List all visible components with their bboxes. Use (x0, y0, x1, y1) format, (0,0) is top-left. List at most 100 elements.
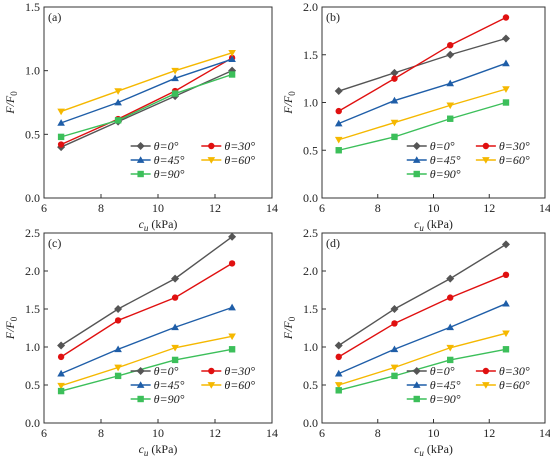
x-axis-label-unit: (kPa) (424, 217, 453, 231)
legend-marker-theta-45 (412, 381, 421, 388)
x-axis-label-sub: u (144, 223, 149, 233)
data-point-theta-45 (334, 369, 343, 377)
legend-label-theta-60: θ=60° (224, 378, 255, 392)
x-axis-label: cu (kPa) (139, 442, 178, 456)
data-point-theta-30 (228, 260, 236, 267)
data-point-theta-60 (446, 102, 455, 110)
legend-label-theta-0: θ=0° (154, 364, 179, 378)
y-axis-label-main: F/F (3, 321, 17, 341)
legend-marker-theta-0 (412, 142, 421, 150)
data-point-theta-30 (502, 271, 510, 278)
data-point-theta-30 (114, 317, 122, 324)
x-tick-label: 14 (266, 201, 278, 215)
legend-label-theta-45: θ=45° (154, 378, 185, 392)
x-axis-label-main: c (139, 442, 145, 456)
data-point-theta-60 (57, 382, 65, 390)
legend-marker-theta-0 (412, 367, 421, 375)
data-point-theta-60 (114, 364, 122, 372)
legend-marker-theta-60 (207, 157, 216, 164)
y-tick-label: 0.0 (303, 416, 318, 430)
y-axis-label-main: F/F (3, 95, 17, 115)
x-tick-label: 10 (152, 426, 164, 440)
x-axis-label: cu (kPa) (414, 442, 453, 456)
y-axis-label-sub: 0 (9, 91, 19, 96)
data-point-theta-45 (446, 323, 455, 331)
data-point-theta-30 (335, 353, 342, 361)
y-axis-label-main: F/F (281, 95, 295, 115)
y-tick-label: 2.5 (303, 226, 318, 240)
y-tick-label: 0.5 (25, 378, 40, 392)
legend-marker-theta-45 (136, 381, 145, 388)
y-tick-label: 1.5 (25, 0, 40, 14)
legend-label-theta-60: θ=60° (224, 153, 255, 167)
series-line-theta-60 (338, 332, 507, 386)
x-tick-label: 10 (428, 426, 440, 440)
y-tick-label: 0.0 (303, 191, 318, 205)
y-tick-label: 0.0 (25, 416, 40, 430)
data-point-theta-45 (114, 345, 122, 353)
x-tick-label: 6 (319, 426, 325, 440)
legend-label-theta-30: θ=30° (499, 139, 530, 153)
y-tick-label: 1.5 (303, 302, 318, 316)
data-point-theta-90 (228, 346, 236, 353)
legend-label-theta-30: θ=30° (224, 364, 255, 378)
legend-marker-theta-60 (482, 382, 490, 389)
x-axis-label-unit: (kPa) (424, 442, 453, 456)
y-tick-label: 1.5 (303, 48, 318, 62)
legend-label-theta-90: θ=90° (154, 167, 185, 181)
legend-marker-theta-90 (137, 170, 144, 178)
series-line-theta-60 (338, 88, 507, 141)
legend-marker-theta-60 (482, 157, 490, 164)
data-point-theta-0 (390, 68, 399, 77)
series-line-theta-90 (338, 348, 507, 391)
data-point-theta-45 (390, 345, 399, 353)
data-point-theta-30 (391, 320, 398, 327)
data-point-theta-90 (502, 346, 510, 353)
y-axis-label: F/F0 (3, 91, 19, 115)
data-point-theta-60 (446, 344, 455, 352)
data-point-theta-45 (171, 323, 179, 331)
data-point-theta-45 (57, 369, 65, 377)
x-axis-label-sub: u (419, 448, 424, 456)
data-point-theta-90 (502, 99, 510, 106)
data-point-theta-0 (446, 50, 455, 59)
legend-marker-theta-90 (413, 395, 420, 403)
y-axis-label: F/F0 (3, 316, 19, 340)
data-point-theta-45 (446, 79, 455, 87)
y-tick-label: 1.0 (25, 64, 40, 78)
data-point-theta-60 (334, 136, 343, 144)
data-point-theta-45 (171, 74, 179, 82)
legend-label-theta-90: θ=90° (430, 392, 461, 406)
panel-label: (a) (48, 10, 61, 24)
y-tick-label: 1.0 (303, 96, 318, 110)
x-tick-label: 8 (98, 426, 104, 440)
legend-label-theta-90: θ=90° (154, 392, 185, 406)
x-tick-label: 12 (209, 426, 221, 440)
y-tick-label: 2.0 (303, 0, 318, 14)
x-axis-label-unit: (kPa) (148, 442, 177, 456)
data-point-theta-0 (390, 305, 399, 313)
series-line-theta-0 (60, 236, 233, 347)
data-point-theta-90 (391, 133, 398, 141)
data-point-theta-90 (391, 372, 398, 380)
legend-label-theta-0: θ=0° (154, 139, 179, 153)
data-point-theta-90 (57, 387, 65, 395)
legend-label-theta-60: θ=60° (499, 378, 530, 392)
series-line-theta-0 (60, 70, 233, 148)
data-point-theta-0 (228, 232, 237, 241)
data-point-theta-0 (171, 274, 180, 283)
series-line-theta-45 (338, 62, 507, 125)
data-point-theta-45 (390, 96, 399, 104)
x-axis-label-sub: u (144, 448, 149, 456)
legend-marker-theta-30 (482, 142, 490, 150)
data-point-theta-30 (447, 42, 454, 49)
data-point-theta-30 (171, 294, 179, 301)
series-line-theta-45 (60, 306, 233, 375)
data-point-theta-60 (390, 119, 399, 127)
data-point-theta-90 (114, 372, 122, 380)
data-point-theta-60 (390, 364, 399, 372)
y-tick-label: 1.5 (25, 302, 40, 316)
data-point-theta-0 (57, 341, 66, 350)
legend-label-theta-90: θ=90° (430, 167, 461, 181)
x-tick-label: 8 (375, 426, 381, 440)
